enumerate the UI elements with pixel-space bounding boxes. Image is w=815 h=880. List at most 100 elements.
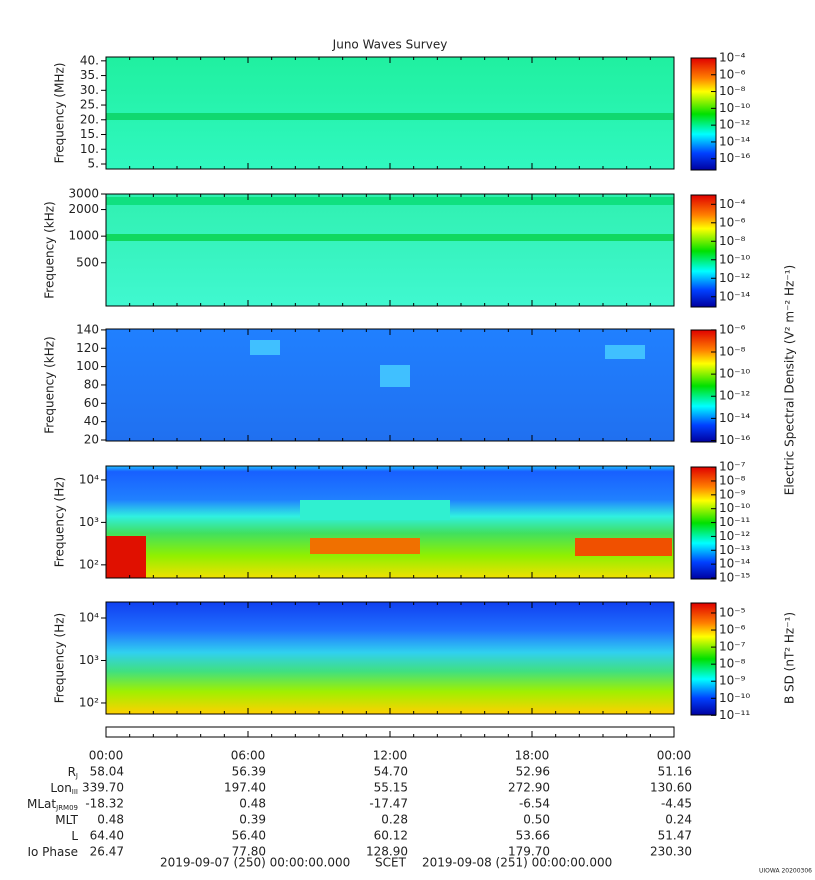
row-label: Io Phase xyxy=(27,845,78,859)
colorbar-title: B SD (nT² Hz⁻¹) xyxy=(783,612,797,704)
row-value: 0.28 xyxy=(381,813,408,827)
row-label: L xyxy=(71,829,78,843)
y-tick-label: 10³ xyxy=(79,515,99,529)
y-tick-label: 10⁴ xyxy=(79,610,99,624)
colorbar-tick-label: 10⁻¹⁴ xyxy=(719,134,750,148)
colorbar-tick-label: 10⁻⁷ xyxy=(719,640,746,654)
y-tick-label: 120 xyxy=(76,341,99,355)
colorbar xyxy=(690,57,717,171)
row-sub: J xyxy=(75,772,78,780)
spectrogram xyxy=(106,602,674,714)
band xyxy=(106,113,674,120)
colorbar-tick-label: 10⁻⁹ xyxy=(719,487,746,501)
row-value: 56.40 xyxy=(232,829,266,843)
colorbar-tick-label: 10⁻¹⁰ xyxy=(719,252,750,266)
time-label: 00:00 xyxy=(657,749,692,763)
colorbar xyxy=(690,329,717,443)
colorbar-tick-label: 10⁻⁶ xyxy=(719,623,746,637)
row-value: -18.32 xyxy=(85,797,124,811)
row-name: L xyxy=(71,829,78,843)
colorbar xyxy=(690,194,717,308)
y-tick-label: 80 xyxy=(84,377,99,391)
colorbar-tick-label: 10⁻¹⁴ xyxy=(719,557,750,571)
colorbar-tick-label: 10⁻⁸ xyxy=(719,84,746,98)
colorbar-tick-label: 10⁻⁷ xyxy=(719,460,746,474)
band xyxy=(106,197,674,205)
colorbar-tick-label: 10⁻¹⁴ xyxy=(719,289,750,303)
patch xyxy=(605,345,645,359)
colorbar-tick-label: 10⁻⁶ xyxy=(719,67,746,81)
row-value: 55.15 xyxy=(374,781,408,795)
row-value: 52.96 xyxy=(516,765,550,779)
row-label: MLT xyxy=(55,813,78,827)
y-axis-label: Frequency (Hz) xyxy=(53,613,67,704)
y-axis-label: Frequency (kHz) xyxy=(43,336,57,433)
row-value: 339.70 xyxy=(82,781,124,795)
row-value: 230.30 xyxy=(650,845,692,859)
row-name: Io Phase xyxy=(27,845,78,859)
row-value: 0.24 xyxy=(665,813,692,827)
patch xyxy=(380,365,410,387)
row-value: 58.04 xyxy=(90,765,124,779)
row-label: LonIII xyxy=(50,781,78,797)
row-name: MLat xyxy=(27,797,56,811)
colorbar-tick-label: 10⁻⁴ xyxy=(719,197,746,211)
row-value: 56.39 xyxy=(232,765,266,779)
row-value: 179.70 xyxy=(508,845,550,859)
y-tick-label: 140 xyxy=(76,322,99,336)
colorbar-tick-label: 10⁻⁸ xyxy=(719,473,746,487)
y-tick-label: 10² xyxy=(79,695,99,709)
row-value: -17.47 xyxy=(369,797,408,811)
y-tick-label: 1000 xyxy=(68,229,99,243)
colorbar-tick-label: 10⁻¹⁵ xyxy=(719,571,750,585)
chart-title: Juno Waves Survey xyxy=(332,38,448,52)
colorbar xyxy=(690,602,717,716)
colorbar-tick-label: 10⁻¹⁰ xyxy=(719,501,750,515)
y-tick-label: 60 xyxy=(84,396,99,410)
row-value: 53.66 xyxy=(516,829,550,843)
row-value: 64.40 xyxy=(90,829,124,843)
y-tick-label: 15. xyxy=(80,127,99,141)
y-tick-label: 10² xyxy=(79,557,99,571)
row-value: 60.12 xyxy=(374,829,408,843)
colorbar-tick-label: 10⁻¹⁶ xyxy=(719,151,750,165)
y-tick-label: 10. xyxy=(80,142,99,156)
y-axis-label: Frequency (Hz) xyxy=(53,477,67,568)
y-tick-label: 40. xyxy=(80,53,99,67)
time-label: 06:00 xyxy=(231,749,266,763)
colorbar-tick-label: 10⁻⁶ xyxy=(719,322,746,336)
row-label: RJ xyxy=(68,765,78,781)
y-tick-label: 20 xyxy=(84,432,99,446)
spectrogram xyxy=(106,466,674,578)
colorbar-title: Electric Spectral Density (V² m⁻² Hz⁻¹) xyxy=(783,265,797,495)
colorbar-tick-label: 10⁻⁹ xyxy=(719,674,746,688)
y-tick-label: 30. xyxy=(80,83,99,97)
y-tick-label: 40 xyxy=(84,414,99,428)
colorbar-tick-label: 10⁻¹⁰ xyxy=(719,101,750,115)
footer-start: 2019-09-07 (250) 00:00:00.000 xyxy=(160,856,350,870)
patch xyxy=(575,538,672,556)
spectral-features xyxy=(106,113,674,578)
y-tick-label: 25. xyxy=(80,98,99,112)
row-value: 51.16 xyxy=(658,765,692,779)
y-tick-label: 10³ xyxy=(79,653,99,667)
colorbar-tick-label: 10⁻⁵ xyxy=(719,605,746,619)
colorbar-tick-label: 10⁻¹² xyxy=(719,529,750,543)
row-value: 128.90 xyxy=(366,845,408,859)
row-value: 130.60 xyxy=(650,781,692,795)
y-tick-label: 10⁴ xyxy=(79,472,99,486)
footer-axis: SCET xyxy=(375,856,407,870)
colorbar-tick-label: 10⁻⁸ xyxy=(719,344,746,358)
colorbar-tick-label: 10⁻¹⁶ xyxy=(719,433,750,447)
spectrogram xyxy=(106,194,674,306)
y-tick-label: 5. xyxy=(88,156,99,170)
row-label: MLatJRM09 xyxy=(27,797,78,813)
colorbar-tick-label: 10⁻¹² xyxy=(719,389,750,403)
row-sub: JRM09 xyxy=(55,804,78,812)
row-value: 0.39 xyxy=(239,813,266,827)
time-label: 18:00 xyxy=(515,749,550,763)
colorbar-tick-label: 10⁻¹² xyxy=(719,271,750,285)
colorbar-tick-label: 10⁻¹² xyxy=(719,118,750,132)
y-tick-label: 3000 xyxy=(68,187,99,201)
